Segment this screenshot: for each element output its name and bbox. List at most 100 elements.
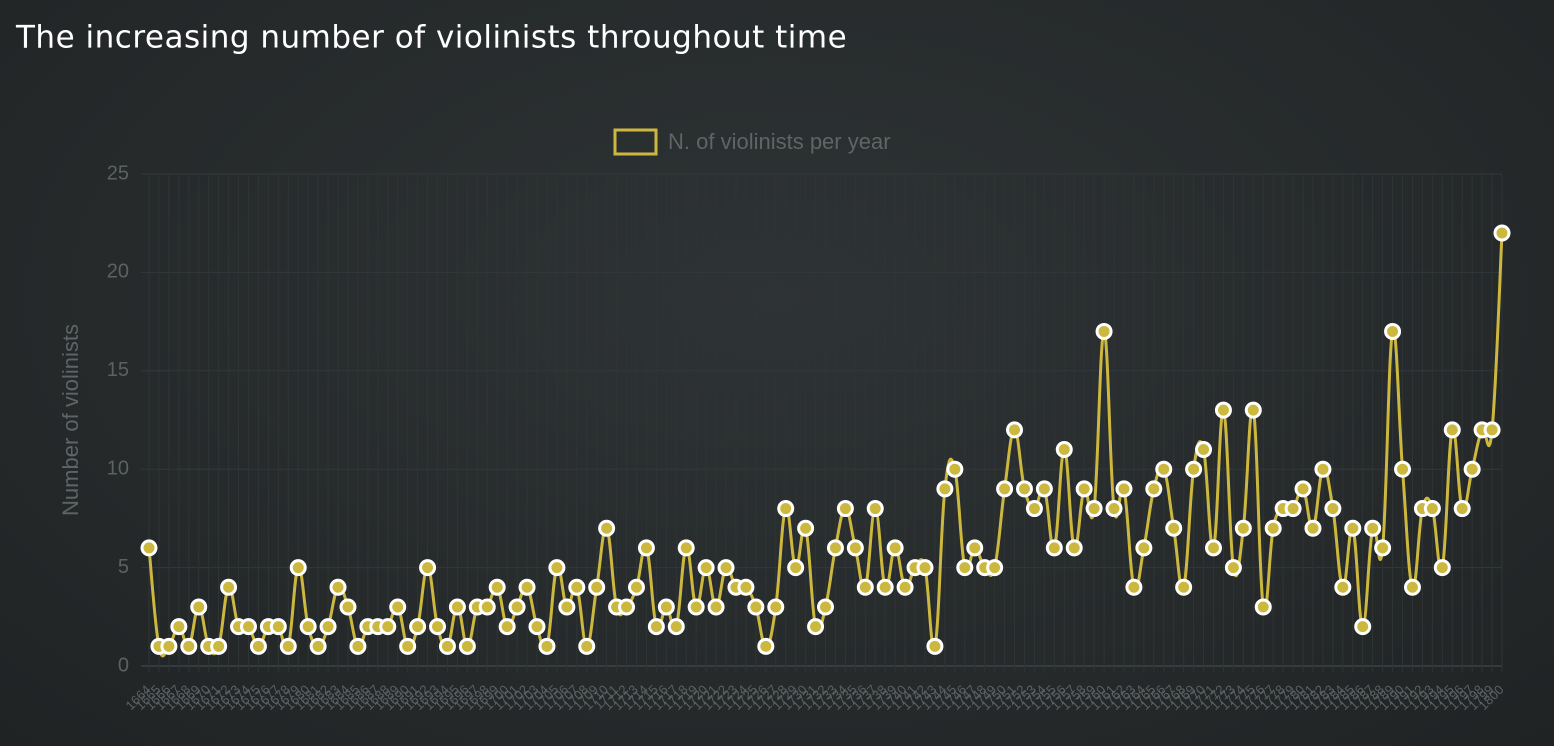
data-point [1175, 578, 1193, 596]
data-point [618, 598, 636, 616]
data-point [329, 578, 347, 596]
data-point [956, 559, 974, 577]
data-point [777, 500, 795, 518]
data-point [737, 578, 755, 596]
data-point [409, 618, 427, 636]
data-point [1374, 539, 1392, 557]
legend-swatch[interactable] [613, 128, 658, 156]
data-point [1165, 519, 1183, 537]
data-point [448, 598, 466, 616]
y-tick-label: 20 [107, 261, 129, 283]
data-point [856, 578, 874, 596]
data-point [339, 598, 357, 616]
data-point [379, 618, 397, 636]
data-point [538, 637, 556, 655]
data-point [558, 598, 576, 616]
data-point [1105, 500, 1123, 518]
y-tick-label: 25 [107, 162, 129, 184]
data-point [389, 598, 407, 616]
data-point [1214, 401, 1232, 419]
data-point [1015, 480, 1033, 498]
data-point [1135, 539, 1153, 557]
data-point [697, 559, 715, 577]
data-point [807, 618, 825, 636]
data-point [1254, 598, 1272, 616]
data-point [190, 598, 208, 616]
data-point [1095, 322, 1113, 340]
data-point [249, 637, 267, 655]
data-point [1065, 539, 1083, 557]
data-point [588, 578, 606, 596]
data-point [647, 618, 665, 636]
data-point [1344, 519, 1362, 537]
data-point [677, 539, 695, 557]
y-tick-label: 0 [118, 654, 129, 676]
data-point [438, 637, 456, 655]
chart-title: The increasing number of violinists thro… [15, 20, 847, 56]
data-point [627, 578, 645, 596]
data-point [349, 637, 367, 655]
data-point [1403, 578, 1421, 596]
data-point [1483, 421, 1501, 439]
data-point [1364, 519, 1382, 537]
data-point [797, 519, 815, 537]
data-point [1284, 500, 1302, 518]
data-point [946, 460, 964, 478]
y-tick-label: 5 [118, 556, 129, 578]
data-point [1453, 500, 1471, 518]
data-point [1493, 224, 1511, 242]
data-point [787, 559, 805, 577]
data-point [239, 618, 257, 636]
data-point [1025, 500, 1043, 518]
data-point [667, 618, 685, 636]
data-point [1314, 460, 1332, 478]
data-point [1463, 460, 1481, 478]
y-tick-label: 15 [107, 359, 129, 381]
data-point [767, 598, 785, 616]
data-point [1125, 578, 1143, 596]
data-point [826, 539, 844, 557]
data-point [926, 637, 944, 655]
data-point [1115, 480, 1133, 498]
data-point [1423, 500, 1441, 518]
data-point [747, 598, 765, 616]
data-point [568, 578, 586, 596]
data-point [1085, 500, 1103, 518]
data-point [966, 539, 984, 557]
data-point [289, 559, 307, 577]
data-point [598, 519, 616, 537]
data-point [508, 598, 526, 616]
data-point [478, 598, 496, 616]
data-point [488, 578, 506, 596]
data-point [1304, 519, 1322, 537]
data-point [548, 559, 566, 577]
data-point [996, 480, 1014, 498]
data-point [1075, 480, 1093, 498]
data-point [518, 578, 536, 596]
data-point [1155, 460, 1173, 478]
data-point [458, 637, 476, 655]
data-point [269, 618, 287, 636]
data-point [1055, 441, 1073, 459]
data-point [498, 618, 516, 636]
data-point [1045, 539, 1063, 557]
data-point [1234, 519, 1252, 537]
data-point [1204, 539, 1222, 557]
data-point [419, 559, 437, 577]
data-point [1006, 421, 1024, 439]
data-point [637, 539, 655, 557]
data-point [319, 618, 337, 636]
data-point [1334, 578, 1352, 596]
data-point [687, 598, 705, 616]
data-point [1264, 519, 1282, 537]
data-point [717, 559, 735, 577]
data-point [757, 637, 775, 655]
data-point [866, 500, 884, 518]
legend-label[interactable]: N. of violinists per year [668, 129, 891, 154]
data-point [399, 637, 417, 655]
data-point [220, 578, 238, 596]
data-point [578, 637, 596, 655]
data-point [140, 539, 158, 557]
data-point [876, 578, 894, 596]
